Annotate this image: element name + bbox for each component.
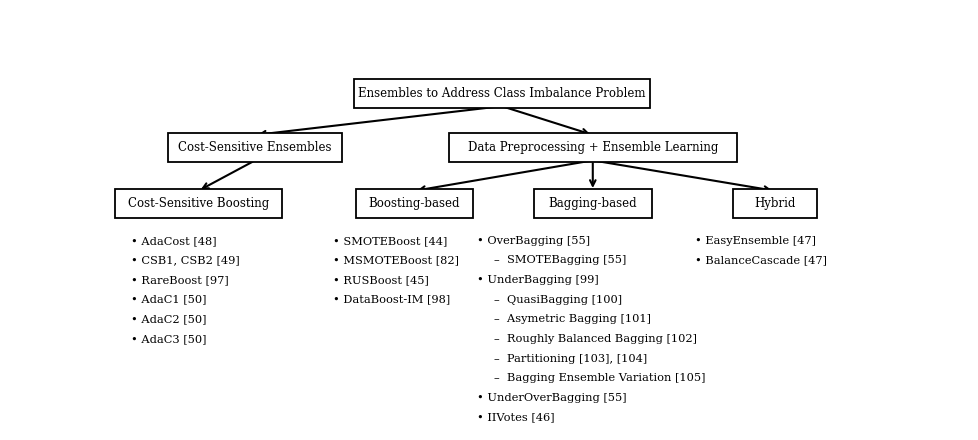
Text: Boosting-based: Boosting-based: [369, 197, 460, 210]
Text: –  Roughly Balanced Bagging [102]: – Roughly Balanced Bagging [102]: [494, 334, 696, 344]
Text: • UnderBagging [99]: • UnderBagging [99]: [477, 275, 599, 285]
Text: Hybrid: Hybrid: [753, 197, 795, 210]
Text: • OverBagging [55]: • OverBagging [55]: [477, 236, 590, 246]
Text: –  Partitioning [103], [104]: – Partitioning [103], [104]: [494, 354, 646, 363]
Text: Data Preprocessing + Ensemble Learning: Data Preprocessing + Ensemble Learning: [467, 141, 717, 154]
FancyBboxPatch shape: [448, 133, 736, 162]
FancyBboxPatch shape: [355, 189, 472, 218]
FancyBboxPatch shape: [533, 189, 651, 218]
Text: • AdaC3 [50]: • AdaC3 [50]: [131, 334, 206, 344]
Text: Bagging-based: Bagging-based: [548, 197, 637, 210]
Text: Cost-Sensitive Boosting: Cost-Sensitive Boosting: [127, 197, 269, 210]
Text: • RUSBoost [45]: • RUSBoost [45]: [333, 275, 428, 285]
Text: –  QuasiBagging [100]: – QuasiBagging [100]: [494, 295, 622, 305]
FancyBboxPatch shape: [114, 189, 282, 218]
Text: –  Bagging Ensemble Variation [105]: – Bagging Ensemble Variation [105]: [494, 373, 705, 383]
Text: • UnderOverBagging [55]: • UnderOverBagging [55]: [477, 393, 627, 403]
Text: • CSB1, CSB2 [49]: • CSB1, CSB2 [49]: [131, 255, 240, 265]
Text: • MSMOTEBoost [82]: • MSMOTEBoost [82]: [333, 255, 459, 265]
Text: • SMOTEBoost [44]: • SMOTEBoost [44]: [333, 236, 447, 246]
Text: • AdaC2 [50]: • AdaC2 [50]: [131, 314, 206, 324]
Text: –  Asymetric Bagging [101]: – Asymetric Bagging [101]: [494, 314, 650, 324]
Text: –  SMOTEBagging [55]: – SMOTEBagging [55]: [494, 255, 626, 265]
Text: • EasyEnsemble [47]: • EasyEnsemble [47]: [694, 236, 816, 246]
Text: Ensembles to Address Class Imbalance Problem: Ensembles to Address Class Imbalance Pro…: [358, 87, 645, 100]
Text: • RareBoost [97]: • RareBoost [97]: [131, 275, 229, 285]
Text: • BalanceCascade [47]: • BalanceCascade [47]: [694, 255, 826, 265]
Text: • DataBoost-IM [98]: • DataBoost-IM [98]: [333, 295, 450, 305]
Text: • AdaCost [48]: • AdaCost [48]: [131, 236, 217, 246]
Text: • AdaC1 [50]: • AdaC1 [50]: [131, 295, 206, 305]
Text: Cost-Sensitive Ensembles: Cost-Sensitive Ensembles: [178, 141, 332, 154]
FancyBboxPatch shape: [733, 189, 816, 218]
FancyBboxPatch shape: [167, 133, 342, 162]
Text: • IIVotes [46]: • IIVotes [46]: [477, 413, 555, 422]
FancyBboxPatch shape: [353, 79, 649, 108]
